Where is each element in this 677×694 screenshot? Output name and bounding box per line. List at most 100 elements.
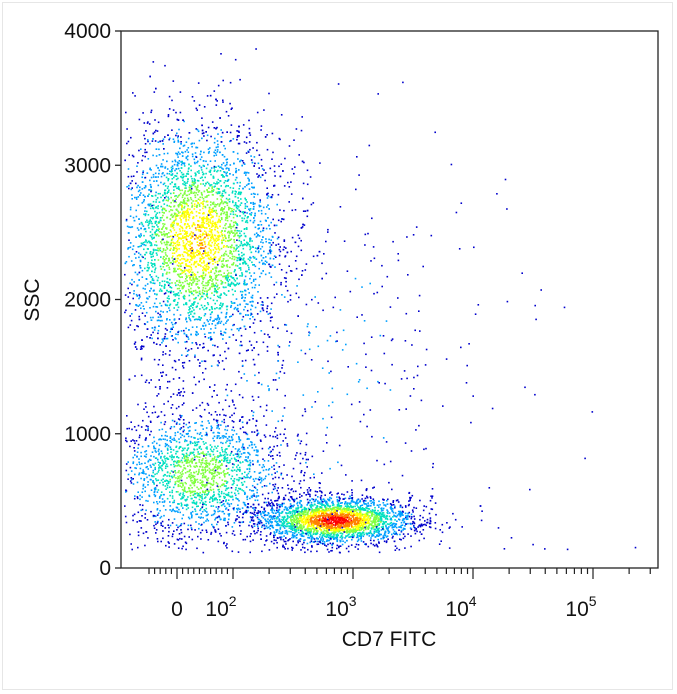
- event-dot: [220, 283, 223, 285]
- event-dot: [223, 239, 225, 241]
- event-dot: [190, 266, 192, 269]
- event-dot: [216, 244, 218, 246]
- event-dot: [160, 175, 163, 178]
- event-dot: [205, 282, 207, 284]
- event-dot: [171, 225, 174, 227]
- event-dot: [140, 192, 142, 194]
- event-dot: [207, 490, 209, 492]
- event-dot: [163, 514, 165, 517]
- event-dot: [197, 505, 199, 507]
- event-dot: [166, 233, 168, 235]
- event-dot: [214, 137, 216, 140]
- event-dot: [202, 216, 205, 218]
- event-dot: [219, 454, 222, 457]
- event-dot: [139, 265, 142, 267]
- event-dot: [255, 454, 257, 456]
- event-dot: [263, 485, 266, 487]
- event-dot: [275, 256, 277, 258]
- event-dot: [258, 204, 261, 207]
- event-dot: [184, 184, 187, 187]
- event-dot: [178, 533, 181, 535]
- event-dot: [238, 236, 241, 239]
- event-dot: [219, 219, 222, 222]
- event-dot: [250, 296, 253, 299]
- event-dot: [205, 453, 208, 455]
- event-dot: [236, 265, 239, 267]
- event-dot: [129, 242, 132, 244]
- event-dot: [253, 431, 256, 433]
- event-dot: [162, 159, 164, 161]
- event-dot: [265, 238, 267, 240]
- event-dot: [245, 172, 247, 174]
- event-dot: [186, 282, 189, 285]
- event-dot: [150, 243, 153, 245]
- event-dot: [216, 149, 219, 151]
- event-dot: [239, 290, 242, 293]
- event-dot: [217, 465, 219, 468]
- event-dot: [182, 473, 184, 475]
- event-dot: [289, 299, 292, 301]
- event-dot: [155, 87, 157, 90]
- event-dot: [129, 445, 131, 448]
- event-dot: [162, 273, 164, 275]
- event-dot: [179, 259, 182, 261]
- event-dot: [205, 252, 208, 254]
- event-dot: [240, 477, 243, 480]
- event-dot: [151, 327, 154, 329]
- event-dot: [226, 275, 228, 277]
- event-dot: [208, 464, 211, 466]
- event-dot: [275, 462, 278, 464]
- event-dot: [214, 149, 217, 151]
- event-dot: [171, 282, 173, 284]
- event-dot: [205, 483, 208, 486]
- event-dot: [161, 319, 163, 322]
- event-dot: [221, 163, 223, 166]
- event-dot: [300, 129, 303, 132]
- event-dot: [178, 265, 180, 267]
- event-dot: [202, 212, 205, 214]
- event-dot: [172, 244, 174, 247]
- event-dot: [206, 290, 208, 292]
- event-dot: [226, 161, 228, 164]
- event-dot: [177, 119, 180, 121]
- event-dot: [266, 297, 269, 299]
- event-dot: [194, 185, 196, 188]
- event-dot: [171, 476, 174, 479]
- event-dot: [153, 329, 156, 331]
- event-dot: [220, 274, 222, 276]
- event-dot: [209, 258, 211, 261]
- event-dot: [182, 194, 184, 197]
- event-dot: [177, 139, 179, 142]
- event-dot: [228, 272, 230, 274]
- event-dot: [162, 364, 164, 366]
- event-dot: [212, 320, 214, 322]
- event-dot: [156, 491, 159, 493]
- event-dot: [189, 442, 192, 445]
- event-dot: [241, 446, 243, 449]
- event-dot: [157, 141, 160, 143]
- event-dot: [190, 451, 193, 454]
- event-dot: [174, 245, 177, 247]
- event-dot: [297, 234, 300, 237]
- event-dot: [253, 196, 255, 198]
- event-dot: [160, 231, 163, 234]
- event-dot: [242, 501, 245, 504]
- event-dot: [219, 322, 222, 324]
- event-dot: [150, 189, 153, 192]
- event-dot: [190, 231, 193, 233]
- event-dot: [200, 328, 202, 330]
- event-dot: [197, 347, 199, 349]
- event-dot: [172, 533, 174, 535]
- event-dot: [199, 158, 202, 161]
- event-dot: [185, 303, 188, 306]
- event-dot: [133, 219, 136, 222]
- event-dot: [209, 386, 211, 388]
- event-dot: [321, 262, 323, 265]
- event-dot: [237, 551, 240, 553]
- event-dot: [137, 162, 139, 164]
- event-dot: [185, 141, 188, 143]
- event-dot: [192, 490, 194, 493]
- event-dot: [203, 151, 205, 154]
- event-dot: [147, 460, 150, 462]
- event-dot: [228, 167, 230, 170]
